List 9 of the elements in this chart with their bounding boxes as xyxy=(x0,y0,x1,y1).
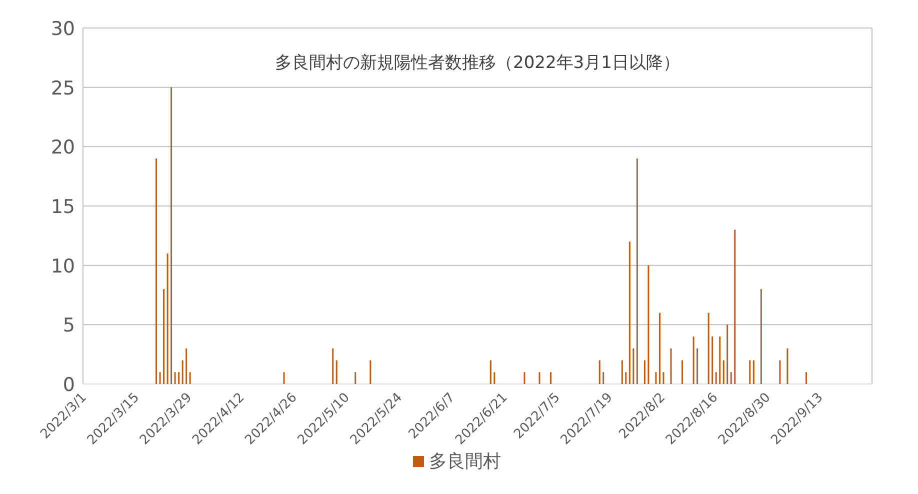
text: 多良間村の新規陽性者数推移（2022年3月1日以降） xyxy=(275,53,680,73)
y-tick-label: 20 xyxy=(50,136,75,159)
legend-label: 多良間村 xyxy=(429,451,501,472)
y-tick-label: 15 xyxy=(50,196,75,218)
y-tick-label: 10 xyxy=(50,255,75,278)
y-tick-label: 30 xyxy=(50,18,75,40)
y-tick-label: 5 xyxy=(62,314,75,337)
y-tick-label: 0 xyxy=(62,374,75,396)
y-tick-label: 25 xyxy=(50,77,75,100)
